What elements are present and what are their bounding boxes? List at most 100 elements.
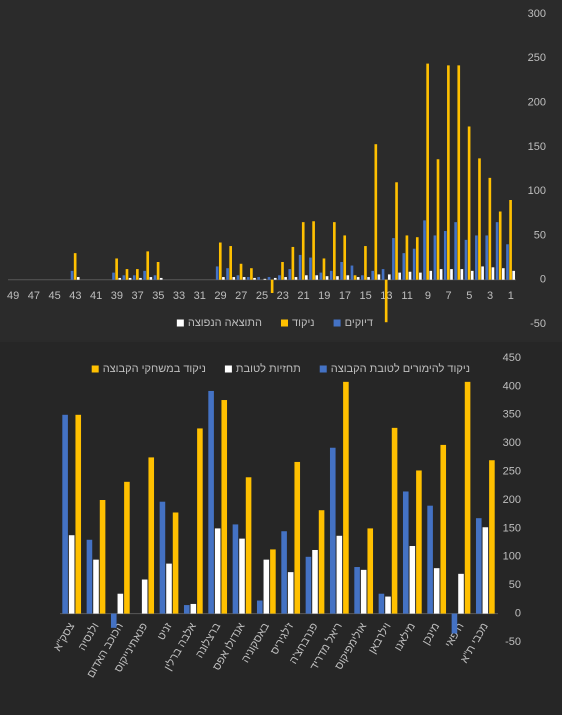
bar [281,262,284,280]
bar [405,235,409,280]
bar [218,242,222,280]
bar [99,500,106,614]
bar [301,222,305,280]
bar [408,271,412,280]
bar [346,275,350,280]
bar [360,569,367,614]
bar [166,563,172,614]
y-tick-label: 0 [540,274,546,286]
bar [450,269,453,280]
bar [343,235,347,280]
bar [172,512,179,614]
bar [229,246,232,280]
bar [124,481,130,614]
bar [447,65,450,280]
bar [364,246,367,280]
bar [215,266,219,280]
legend-swatch [281,319,288,327]
legend-swatch [176,319,184,327]
y-tick-label: 200 [503,494,521,506]
bar [284,277,287,280]
bar [136,269,139,280]
bar [475,518,482,614]
bar [112,272,115,280]
bar [232,524,239,614]
bar [409,546,416,614]
y-tick-label: 250 [528,52,546,64]
bar [419,272,422,280]
x-tick-label: 17 [339,290,351,302]
y-tick-label: 200 [528,96,546,108]
bar [436,159,440,280]
bar [433,235,437,280]
y-tick-label: 300 [503,437,521,449]
bar [149,277,153,280]
y-tick-label: 150 [503,522,521,534]
bar [512,270,516,280]
x-tick-label: 1 [508,290,514,302]
x-tick-label: 39 [111,290,123,302]
bar [336,276,339,280]
bar [118,277,122,280]
bar [305,275,308,280]
bar [245,477,252,614]
bar [117,593,124,614]
bar [451,613,458,634]
x-tick-label: 29 [214,290,226,302]
bar [221,400,228,614]
bar [156,262,160,280]
x-tick-label: 45 [49,290,61,302]
bar [340,262,343,280]
bar [273,277,277,280]
bar [236,275,240,280]
x-tick-label: 19 [318,290,330,302]
bar [336,535,343,614]
bar [278,275,281,280]
legend-swatch [333,319,341,327]
x-tick-label: 7 [446,290,452,302]
bar [143,270,146,280]
bar [86,539,93,614]
bar [122,275,126,280]
bar [361,275,364,280]
bar [232,277,236,280]
bar [470,270,474,280]
bar [263,559,270,614]
bar [402,253,406,280]
x-tick-label: 47 [28,290,40,302]
legend-swatch [91,365,99,373]
bar [253,277,256,280]
bar [502,268,505,280]
bar [319,272,323,280]
bar [329,270,333,280]
bar [488,177,492,280]
y-tick-label: 0 [515,608,521,620]
bar [398,272,401,280]
y-tick-label: 100 [528,185,546,197]
y-tick-label: 300 [528,8,546,20]
bar [159,501,166,614]
x-tick-label: 21 [297,290,309,302]
bar [263,278,267,280]
bar [457,65,461,280]
legend-swatch [319,365,327,373]
bar [93,559,99,614]
y-tick-label: 150 [528,141,546,153]
x-tick-label: 3 [487,290,493,302]
x-tick-label: 25 [256,290,268,302]
bar [288,269,292,280]
bar [458,573,464,614]
bar [464,381,471,614]
bar [115,258,118,280]
x-tick-label: 15 [360,290,372,302]
bar [371,270,375,280]
x-tick-label: 33 [173,290,185,302]
bar [412,248,416,280]
x-tick-label: 35 [152,290,164,302]
bar [159,277,163,280]
x-tick-label: 31 [194,290,206,302]
bar [246,277,250,280]
x-tick-label: 49 [7,290,19,302]
y-tick-label: 450 [503,352,521,364]
